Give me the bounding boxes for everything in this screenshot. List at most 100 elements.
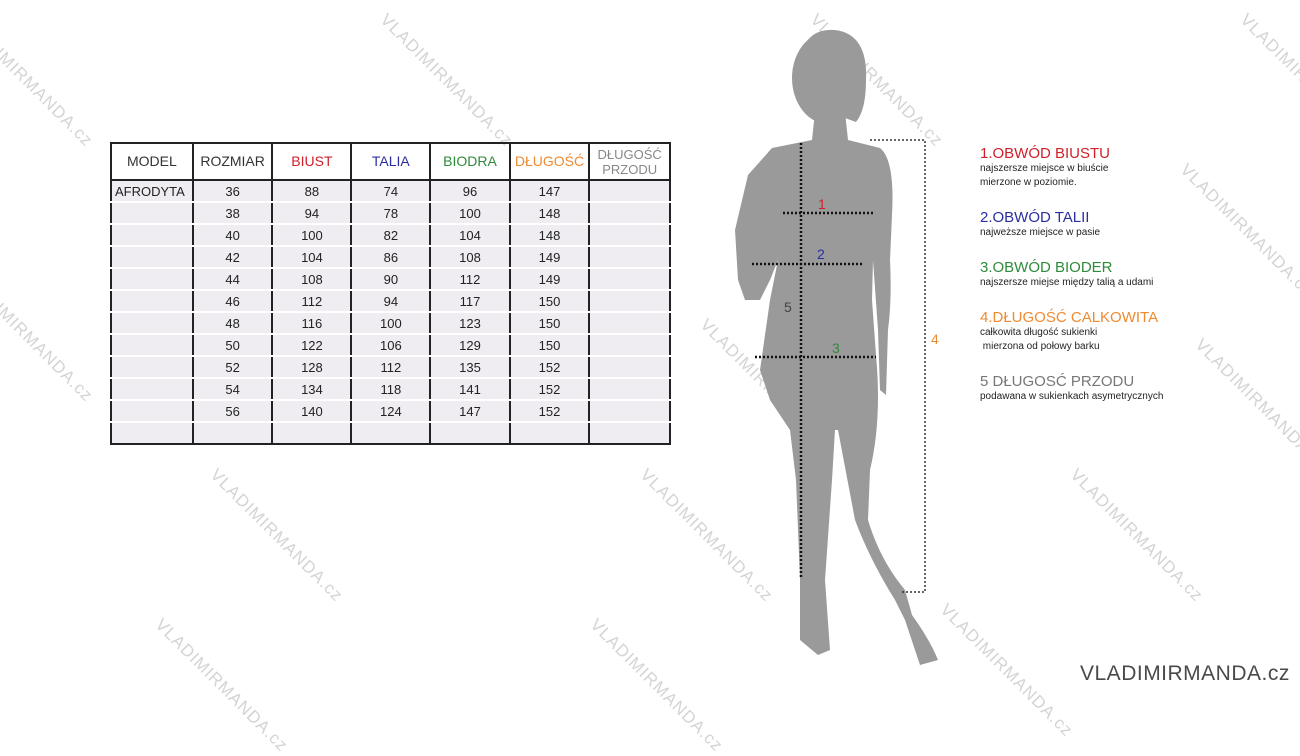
legend-description: najweższe miejsce w pasie [980,227,1101,238]
table-cell: 112 [271,290,353,313]
table-cell [588,180,671,203]
table-cell: 118 [350,378,432,401]
column-header: TALIA [350,142,432,181]
table-cell: 82 [350,224,432,247]
table-cell [110,356,194,379]
table-cell: 140 [271,400,353,423]
total-length-bracket [870,139,926,593]
legend-item: 5 DŁUGOSĆ PRZODU podawana w sukienkach as… [980,373,1163,404]
table-cell [588,224,671,247]
legend-item: 4.DŁUGOŚĆ CALKOWITA całkowita długość suk… [980,309,1163,354]
table-cell: 152 [508,356,591,379]
column-header: DŁUGOŚĆ [508,142,591,181]
table-cell: AFRODYTA [110,180,194,203]
table-row: 40 100 82 104 148 [110,224,671,247]
table-cell [588,422,671,445]
table-cell [110,400,194,423]
table-row: AFRODYTA 36 88 74 96 147 [110,180,671,203]
legend-title: 3.OBWÓD BIODER [980,259,1113,276]
table-cell: 90 [350,268,432,291]
table-cell: 141 [429,378,511,401]
table-cell: 108 [271,268,353,291]
table-cell: 128 [271,356,353,379]
table-cell: 78 [350,202,432,225]
table-cell: 48 [191,312,274,335]
table-cell: 112 [350,356,432,379]
marker-5: 5 [784,299,792,315]
table-cell [588,378,671,401]
legend-item: 3.OBWÓD BIODER najszersze miejse między t… [980,259,1163,290]
table-cell: 104 [429,224,511,247]
table-cell [110,312,194,335]
table-cell: 46 [191,290,274,313]
marker-4: 4 [931,331,939,347]
table-cell [588,290,671,313]
table-cell [110,224,194,247]
table-cell: 104 [271,246,353,269]
table-cell [588,356,671,379]
table-cell: 150 [508,334,591,357]
table-cell: 100 [271,224,353,247]
table-cell: 147 [508,180,591,203]
legend-item: 2.OBWÓD TALII najweższe miejsce w pasie [980,209,1163,240]
legend-description: podawana w sukienkach asymetrycznych [980,391,1164,402]
table-cell: 100 [350,312,432,335]
table-cell: 100 [429,202,511,225]
legend-description: najszersze miejse między talią a udami [980,277,1154,288]
table-cell: 54 [191,378,274,401]
table-cell: 42 [191,246,274,269]
table-cell: 148 [508,202,591,225]
table-cell [588,334,671,357]
table-cell: 88 [271,180,353,203]
table-cell [110,246,194,269]
legend-title: 1.OBWÓD BIUSTU [980,145,1111,162]
table-cell: 117 [429,290,511,313]
table-cell [191,422,274,445]
table-cell: 96 [429,180,511,203]
table-cell: 152 [508,378,591,401]
table-row: 42 104 86 108 149 [110,246,671,269]
column-header: DŁUGOŚĆ PRZODU [588,142,671,181]
legend-description: mierzona od połowy barku [980,341,1100,352]
legend-item: 1.OBWÓD BIUSTU najszersze miejsce w biuśc… [980,145,1163,190]
table-cell [350,422,432,445]
table-cell: 50 [191,334,274,357]
column-header: ROZMIAR [191,142,274,181]
table-cell: 74 [350,180,432,203]
table-cell: 124 [350,400,432,423]
table-cell [508,422,591,445]
table-row: 44 108 90 112 149 [110,268,671,291]
table-cell: 116 [271,312,353,335]
table-header: MODEL ROZMIAR BIUST TALIA BIODRA DŁUGOŚĆ DŁUGO… [110,142,671,181]
table-cell [110,422,194,445]
table-cell: 36 [191,180,274,203]
table-row: 50 122 106 129 150 [110,334,671,357]
table-cell [110,268,194,291]
table-row: 38 94 78 100 148 [110,202,671,225]
column-header: MODEL [110,142,194,181]
table-cell: 149 [508,268,591,291]
table-cell: 112 [429,268,511,291]
table-cell: 150 [508,290,591,313]
body-figure: 1 2 3 4 5 [735,29,939,665]
column-header: BIODRA [429,142,511,181]
table-cell [429,422,511,445]
table-cell: 149 [508,246,591,269]
table-cell [588,268,671,291]
table-cell: 134 [271,378,353,401]
table-cell: 44 [191,268,274,291]
brand-watermark: VLADIMIRMANDA.cz [1080,662,1290,685]
table-cell [588,312,671,335]
table-row [110,422,671,445]
legend-description: mierzone w poziomie. [980,177,1077,188]
legend-description: najszersze miejsce w biuście [980,163,1109,174]
column-header: BIUST [271,142,353,181]
measurement-lines [752,139,926,593]
table-cell: 150 [508,312,591,335]
table-cell [588,400,671,423]
table-cell: 94 [271,202,353,225]
table-row: 56 140 124 147 152 [110,400,671,423]
legend-description: całkowita długość sukienki [980,327,1098,338]
table-cell [588,246,671,269]
table-row: 54 134 118 141 152 [110,378,671,401]
